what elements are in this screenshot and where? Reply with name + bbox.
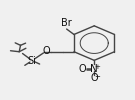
Text: O: O <box>90 73 98 83</box>
Text: +: + <box>95 64 100 70</box>
Text: Si: Si <box>27 56 36 66</box>
Text: O: O <box>42 46 50 56</box>
Text: N: N <box>90 64 98 74</box>
Text: O: O <box>79 64 86 74</box>
Text: Br: Br <box>61 18 71 28</box>
Text: −: − <box>95 74 100 80</box>
